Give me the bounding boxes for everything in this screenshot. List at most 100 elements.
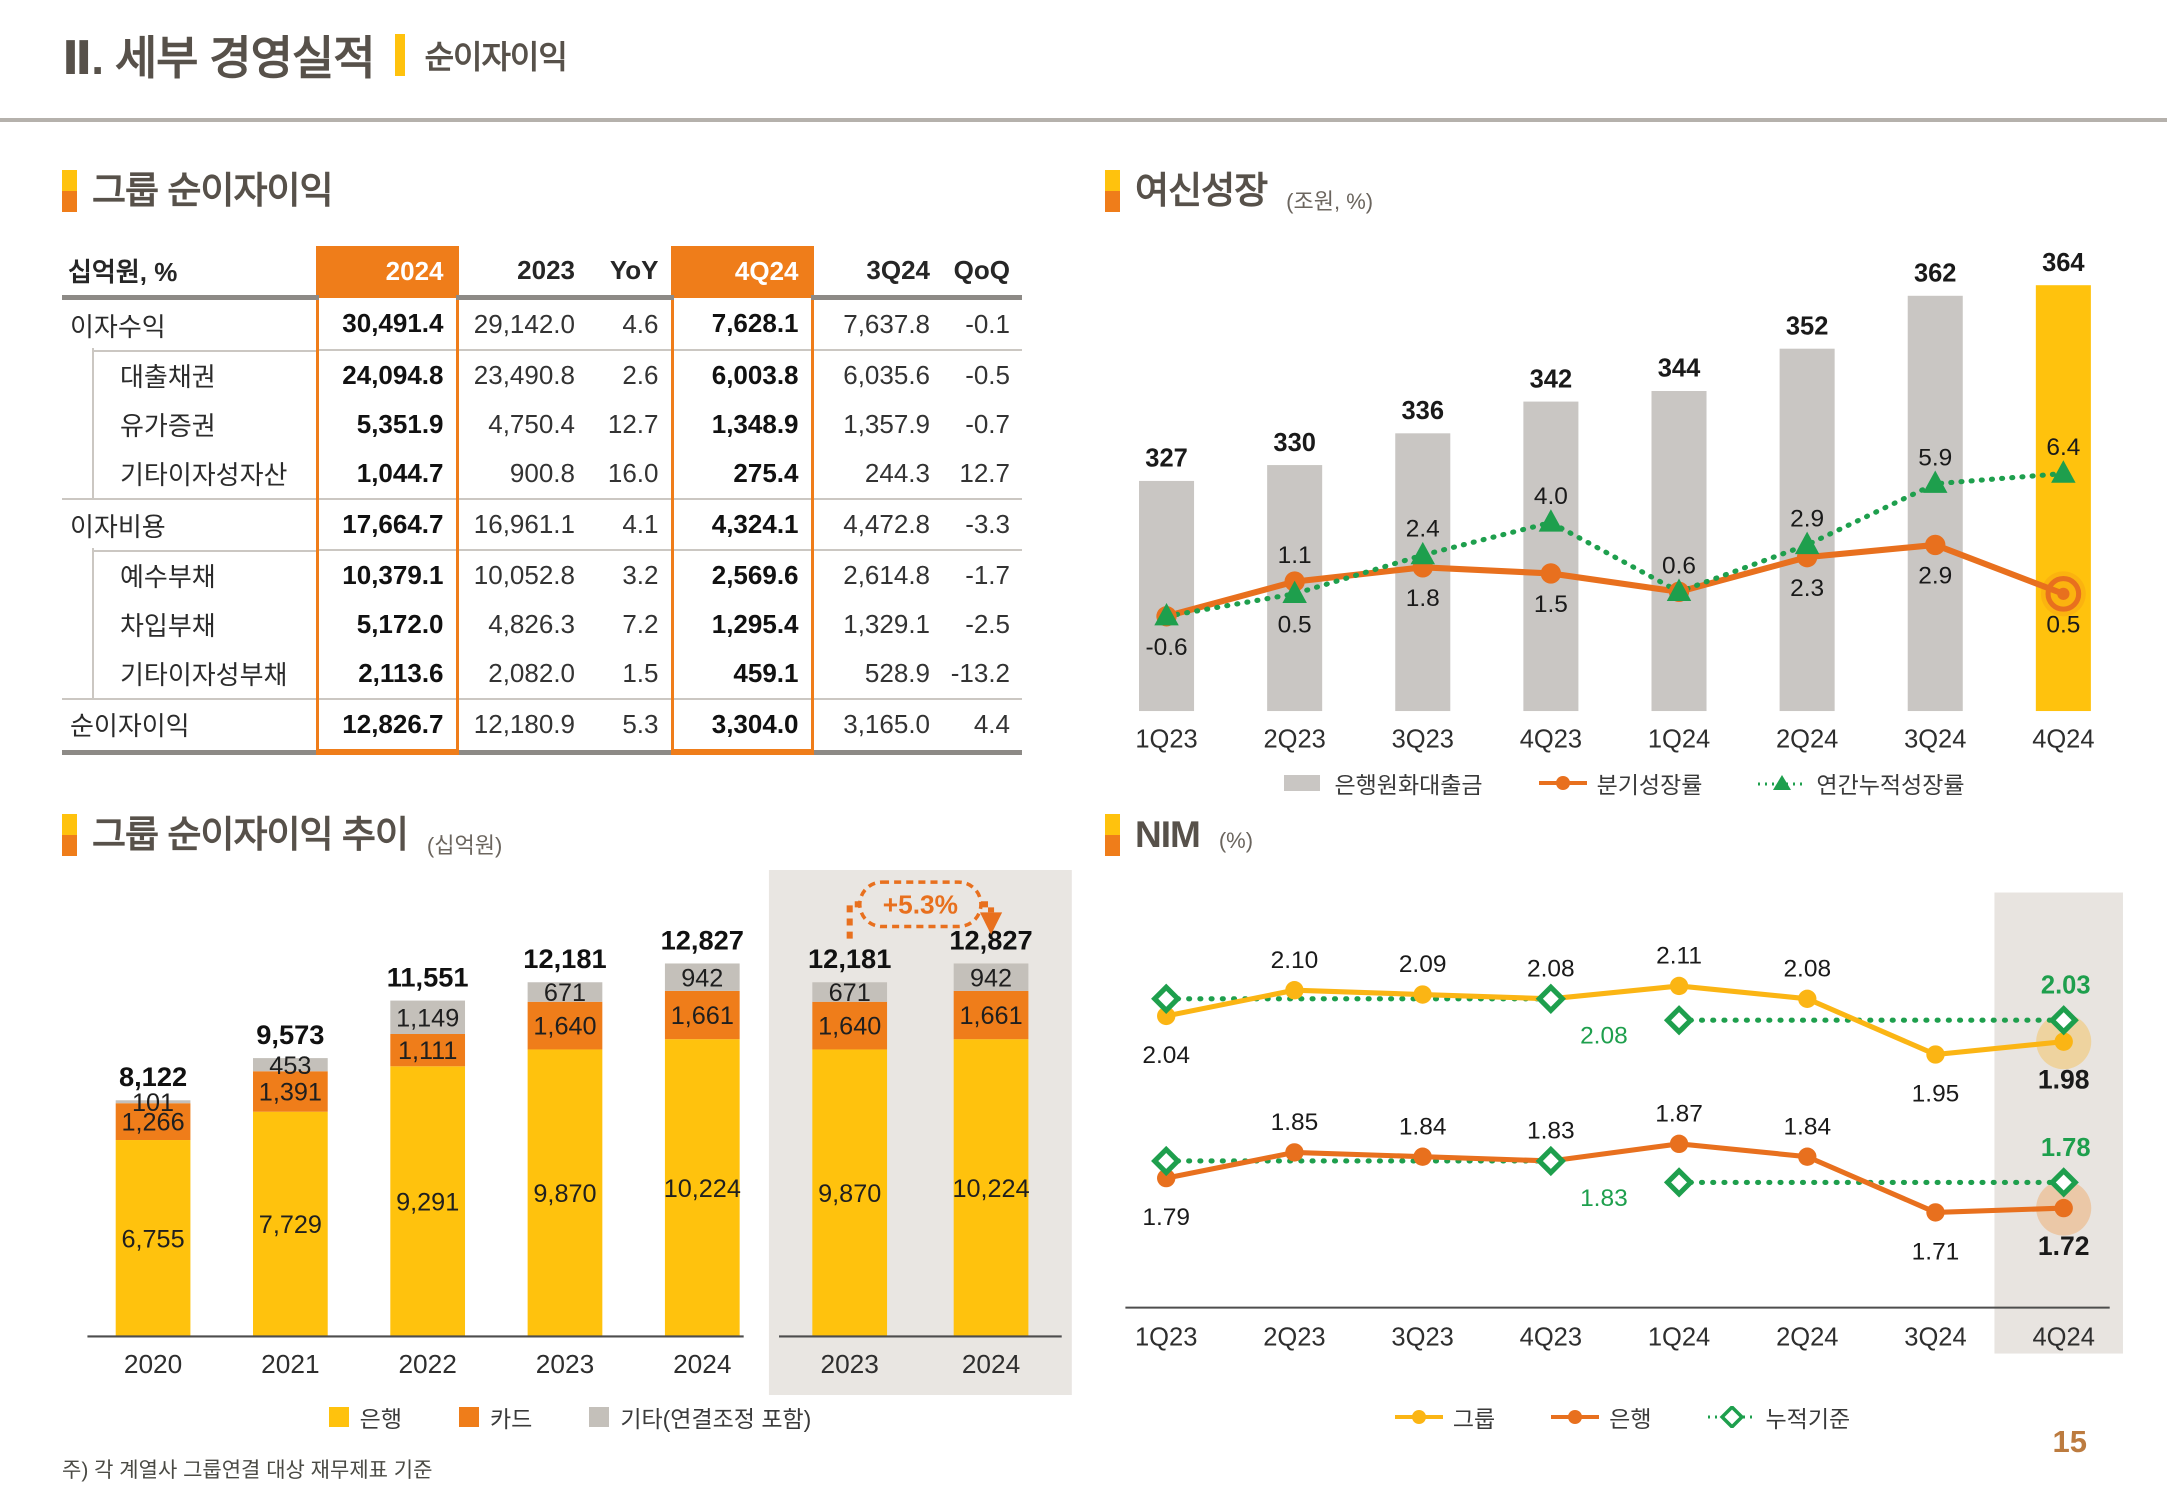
row-label: 기타이자성부채 xyxy=(62,647,317,699)
cumulative-growth-line xyxy=(1163,471,2066,619)
x-tick-label: 4Q23 xyxy=(1520,726,1582,754)
segment-label: 9,870 xyxy=(533,1180,596,1208)
callout-connector xyxy=(980,901,995,913)
segment-label: 101 xyxy=(132,1089,174,1117)
segment-label: 1,661 xyxy=(671,1002,734,1030)
marker-circle xyxy=(1798,1147,1817,1166)
stack-segment xyxy=(664,963,740,991)
callout-connector xyxy=(846,901,860,939)
x-tick-label: 2Q23 xyxy=(1263,726,1325,754)
point-label: 1.95 xyxy=(1912,1080,1960,1107)
loan-bar xyxy=(1651,391,1707,712)
nii-trend-legend: 은행 카드 기타(연결조정 포함) xyxy=(62,1400,1077,1434)
value-cell: -1.7 xyxy=(942,549,1022,600)
marker-circle xyxy=(1285,1143,1304,1162)
value-cell: 17,664.7 xyxy=(315,498,459,550)
segment-label: 7,729 xyxy=(259,1211,322,1239)
marker-circle xyxy=(1669,1134,1689,1154)
table-header-row: 십억원, % 2024 2023 YoY 4Q24 3Q24 QoQ xyxy=(62,246,1022,300)
legend-label: 기타(연결조정 포함) xyxy=(620,1406,812,1432)
segment-label: 1,391 xyxy=(259,1079,322,1107)
marker-diamond xyxy=(2048,1167,2079,1198)
marker-triangle xyxy=(1666,578,1692,601)
value-cell: -3.3 xyxy=(942,498,1022,550)
panel-nim: NIM (%) 2.08 2.03 1.83 1.78 2.04 2.10 2.09 2.08… xyxy=(1105,812,2140,1500)
segment-label: 9,870 xyxy=(818,1180,881,1208)
marker-triangle xyxy=(1794,531,1820,555)
marker-circle xyxy=(1413,1147,1432,1166)
total-label: 9,573 xyxy=(256,1019,324,1050)
stack-segment xyxy=(253,1071,328,1112)
marker-diamond xyxy=(1535,1145,1566,1177)
legend-item: 은행원화대출금 xyxy=(1280,766,1483,800)
value-cell: 10,052.8 xyxy=(457,549,587,600)
value-cell: 4,472.8 xyxy=(812,498,942,550)
page-subtitle: 순이자이익 xyxy=(424,39,568,75)
nim-line xyxy=(1165,983,2064,1058)
legend-item: 은행 xyxy=(1551,1400,1652,1434)
point-label: 1.5 xyxy=(1534,591,1568,618)
x-tick-label: 2Q24 xyxy=(1776,1323,1838,1351)
cumulative-label: 1.78 xyxy=(2041,1134,2091,1162)
legend-item: 은행 xyxy=(328,1400,402,1434)
value-cell: 244.3 xyxy=(864,458,930,488)
marker-circle xyxy=(1157,1168,1176,1188)
stack-segment xyxy=(953,963,1029,991)
section-header: 그룹 순이자이익 xyxy=(62,168,1027,220)
stack-segment xyxy=(527,982,603,1002)
x-tick-label: 3Q23 xyxy=(1391,1323,1453,1351)
section-title: 그룹 순이자이익 추이 xyxy=(92,814,409,855)
column-header: 3Q24 xyxy=(812,246,942,300)
segment-label: 942 xyxy=(681,964,723,992)
point-label: 1.79 xyxy=(1142,1204,1190,1231)
segment-label: 671 xyxy=(829,979,871,1007)
table-row: 차입부채 5,172.0 4,826.3 7.2 1,295.4 1,329.1 -2.5 xyxy=(62,598,1022,649)
stack-segment xyxy=(527,1001,603,1050)
marker-circle xyxy=(2054,1198,2073,1218)
cumulative-label: 2.08 xyxy=(1580,1023,1628,1050)
segment-label: 671 xyxy=(544,979,586,1007)
value-cell: 24,094.8 xyxy=(315,349,459,400)
header-rule xyxy=(0,118,2167,122)
point-label: 2.10 xyxy=(1271,947,1319,974)
point-label: 1.87 xyxy=(1655,1100,1703,1127)
value-cell: 4.1 xyxy=(587,498,672,550)
stack-segment xyxy=(812,1001,888,1050)
value-cell: 2.6 xyxy=(587,349,672,400)
point-label: -0.6 xyxy=(1145,634,1187,661)
legend-swatch xyxy=(328,1407,349,1427)
nim-legend: 그룹 은행 누적기준 xyxy=(1105,1400,2140,1434)
x-tick-label: 3Q23 xyxy=(1392,726,1454,754)
value-cell: 7,628.1 xyxy=(670,297,814,350)
point-label: 6.4 xyxy=(2046,434,2080,461)
marker-triangle xyxy=(1282,580,1307,603)
x-tick-label: 4Q23 xyxy=(1520,1323,1582,1351)
legend-label: 은행 xyxy=(1609,1406,1652,1432)
section-title: 그룹 순이자이익 xyxy=(92,170,334,211)
value-cell: 6,003.8 xyxy=(670,349,814,400)
legend-label: 그룹 xyxy=(1452,1406,1496,1432)
marker-diamond xyxy=(1535,983,1566,1014)
bar-value-label: 362 xyxy=(1914,260,1957,288)
bar-value-label: 352 xyxy=(1786,312,1829,340)
point-label: 1.83 xyxy=(1527,1118,1575,1145)
value-cell: -0.7 xyxy=(965,409,1010,439)
row-label: 예수부채 xyxy=(62,548,317,600)
value-cell: 5,351.9 xyxy=(315,400,459,449)
value-cell: -13.2 xyxy=(950,658,1010,688)
value-cell: 1.5 xyxy=(622,658,659,688)
page-title: Ⅱ. 세부 경영실적 xyxy=(62,32,376,84)
value-cell: 2,614.8 xyxy=(812,549,942,600)
legend-label: 연간누적성장률 xyxy=(1816,772,1965,798)
loan-growth-legend: 은행원화대출금 분기성장률 연간누적성장률 xyxy=(1105,766,2140,800)
value-cell: 1,295.4 xyxy=(670,600,814,649)
section-bullet-icon xyxy=(1105,170,1120,212)
marker-circle xyxy=(1285,981,1304,1000)
section-bullet-icon xyxy=(62,170,77,212)
unit-header-cell: 십억원, % xyxy=(62,246,317,300)
marker-diamond xyxy=(2048,1005,2079,1036)
point-label: 2.9 xyxy=(1918,563,1952,590)
table-row: 순이자이익 12,826.7 12,180.9 5.3 3,304.0 3,165.0 4.… xyxy=(62,698,1022,755)
loan-bar xyxy=(1907,295,1963,712)
marker-ring xyxy=(2045,575,2082,612)
